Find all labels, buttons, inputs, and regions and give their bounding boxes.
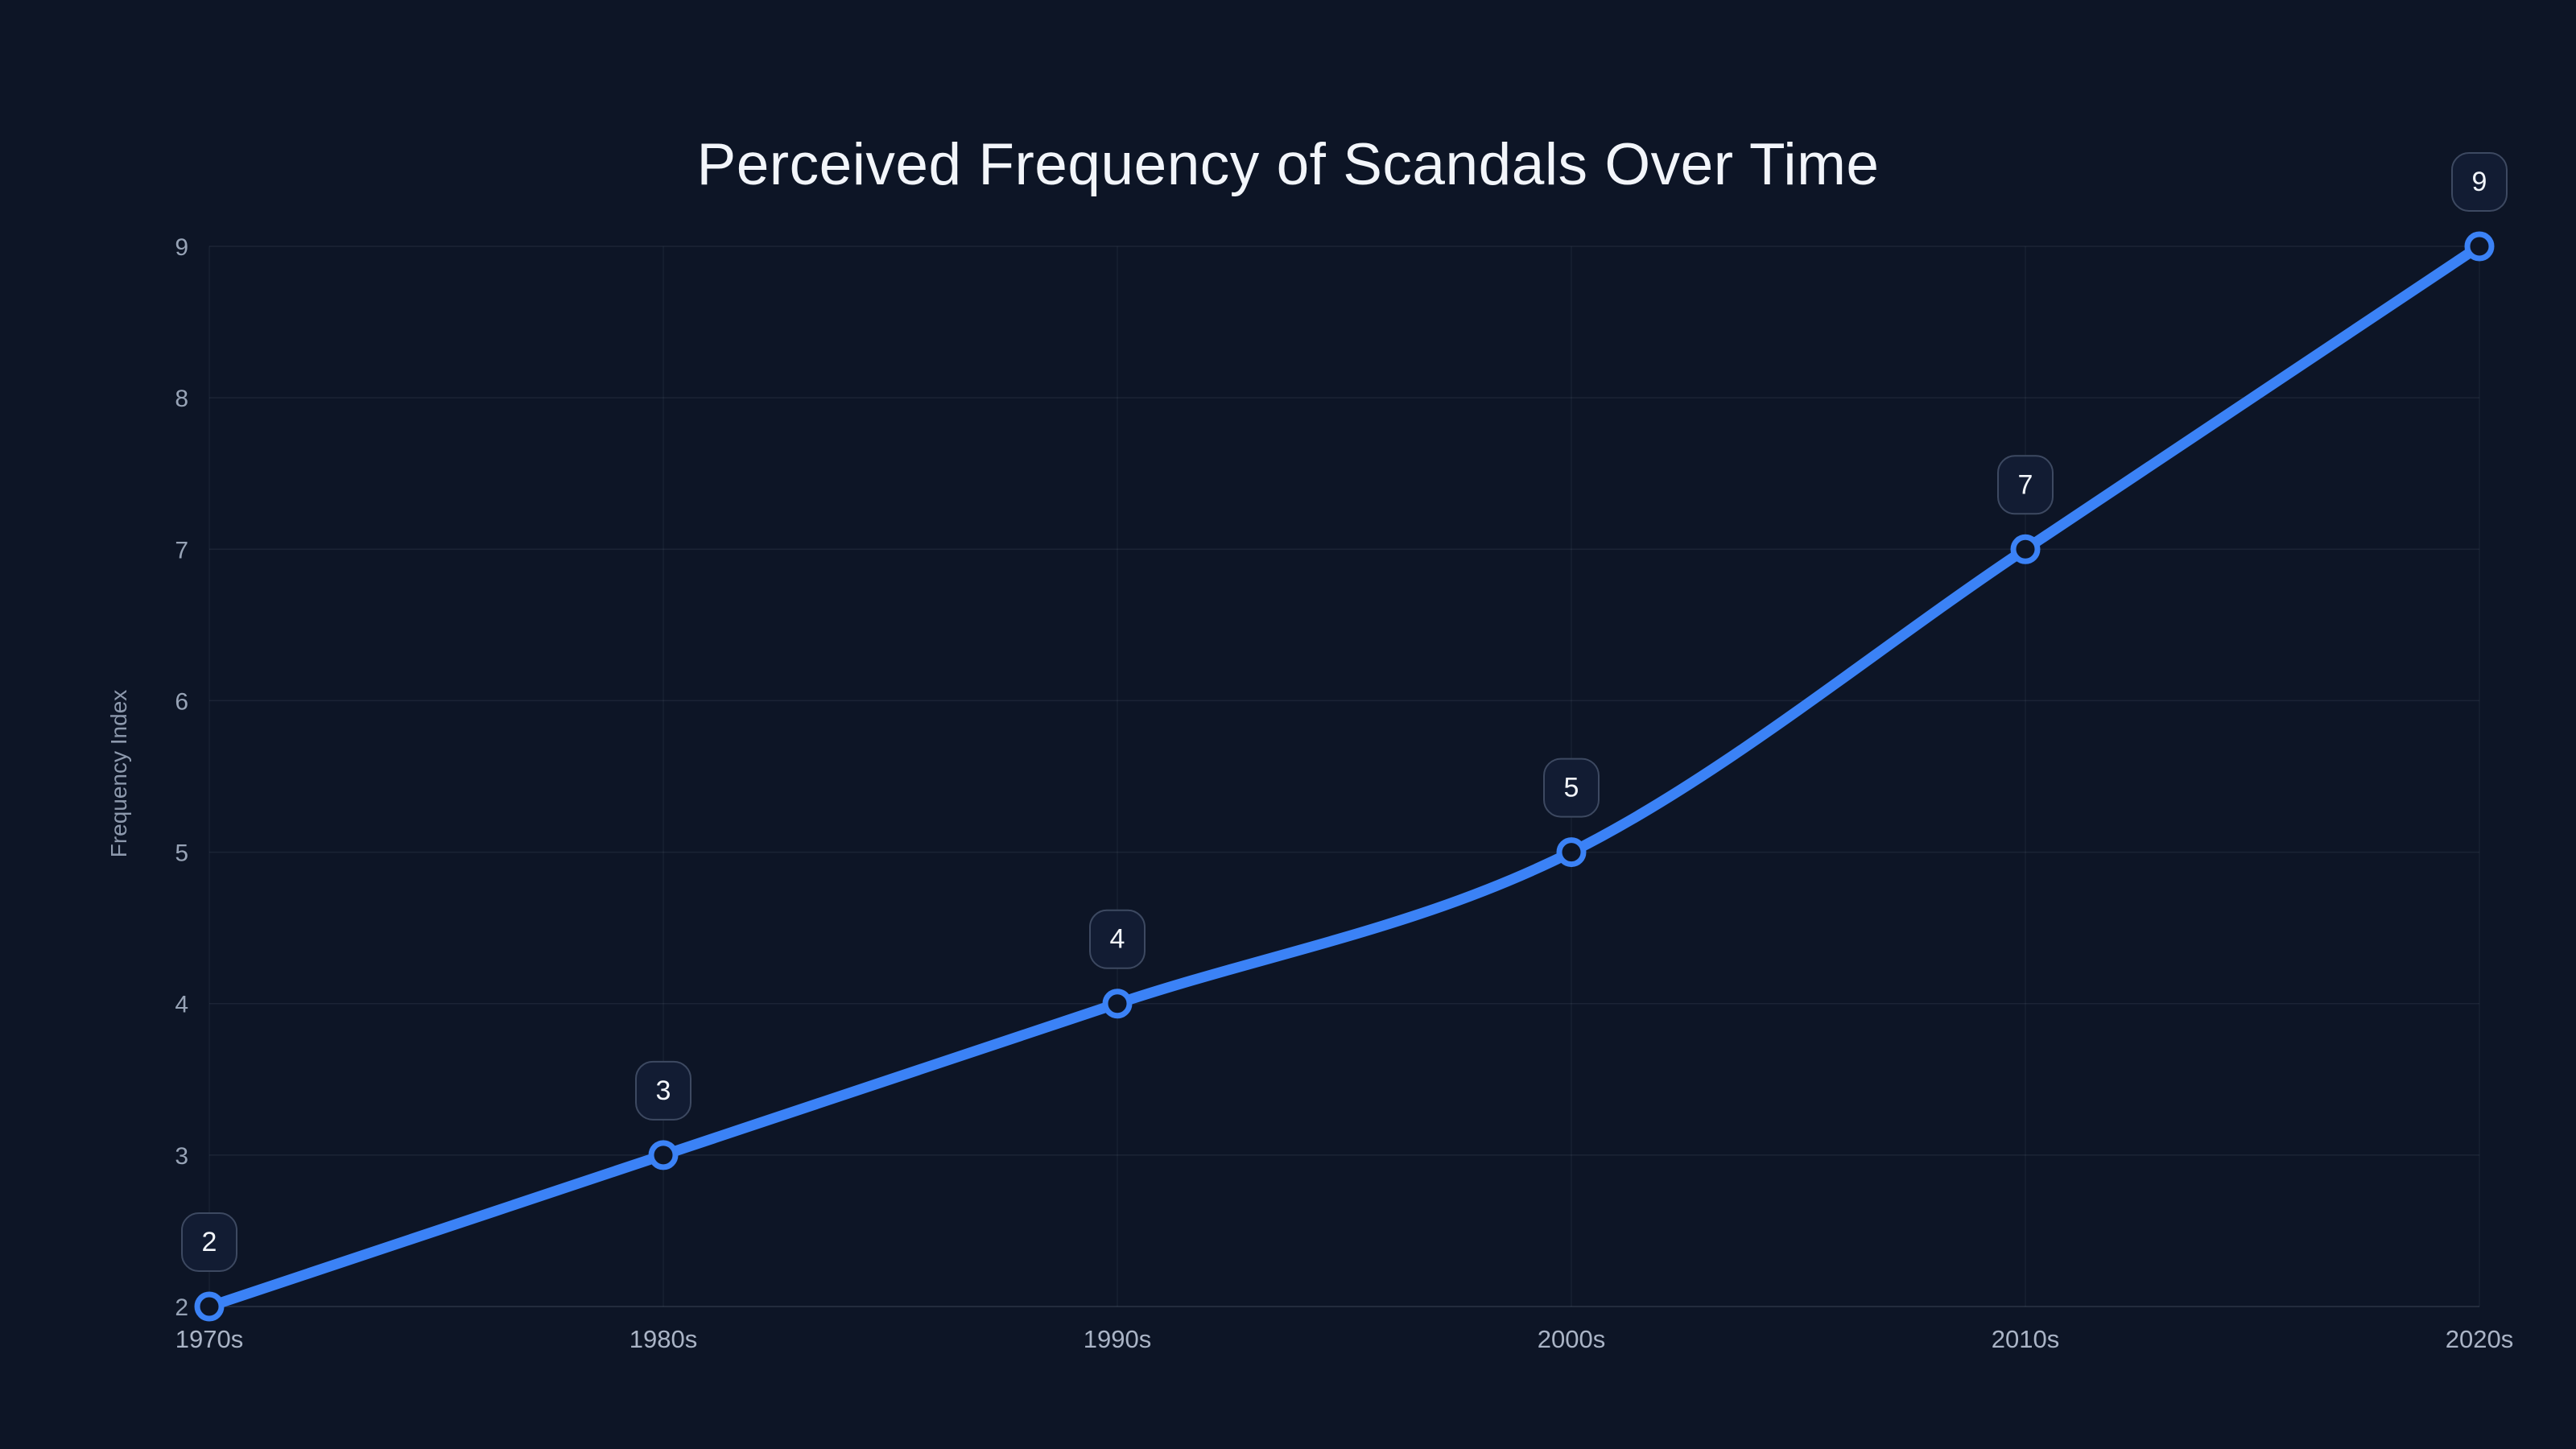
point-label-value: 5 (1564, 773, 1579, 803)
point-label-value: 7 (2018, 469, 2033, 500)
point-label-value: 9 (2472, 167, 2487, 197)
data-point-marker[interactable] (1556, 837, 1587, 868)
data-line (204, 241, 2485, 1312)
y-tick-label: 6 (175, 688, 188, 715)
point-label-badge (635, 1060, 691, 1121)
point-label-badge (181, 1212, 237, 1272)
y-tick-label: 5 (175, 840, 188, 867)
point-label-badge (1089, 909, 1146, 969)
y-tick-label: 9 (175, 234, 188, 261)
data-point-marker[interactable] (2464, 231, 2495, 262)
point-label-badge (1543, 758, 1600, 818)
x-tick-label: 2020s (2446, 1325, 2513, 1353)
point-label-value: 4 (1110, 924, 1125, 955)
x-tick-label: 2010s (1992, 1325, 2059, 1353)
x-tick-label: 2000s (1538, 1325, 1605, 1353)
chart-title: Perceived Frequency of Scandals Over Tim… (696, 131, 1880, 197)
y-tick-label: 8 (175, 386, 188, 412)
y-tick-label: 4 (175, 992, 188, 1018)
point-label-badge (2451, 152, 2508, 212)
data-point-marker[interactable] (194, 1291, 225, 1322)
y-axis-title: Frequency Index (106, 689, 131, 858)
data-point-marker[interactable] (2010, 534, 2041, 564)
point-label-value: 3 (656, 1075, 671, 1106)
x-tick-label: 1980s (630, 1325, 697, 1353)
data-point-marker[interactable] (648, 1140, 679, 1170)
data-point-marker[interactable] (1102, 989, 1133, 1019)
y-tick-label: 7 (175, 537, 188, 564)
point-label-value: 2 (202, 1227, 217, 1257)
x-tick-label: 1990s (1084, 1325, 1151, 1353)
x-tick-label: 1970s (175, 1325, 243, 1353)
y-tick-label: 3 (175, 1143, 188, 1170)
y-tick-label: 2 (175, 1294, 188, 1321)
point-label-badge (1997, 455, 2054, 515)
